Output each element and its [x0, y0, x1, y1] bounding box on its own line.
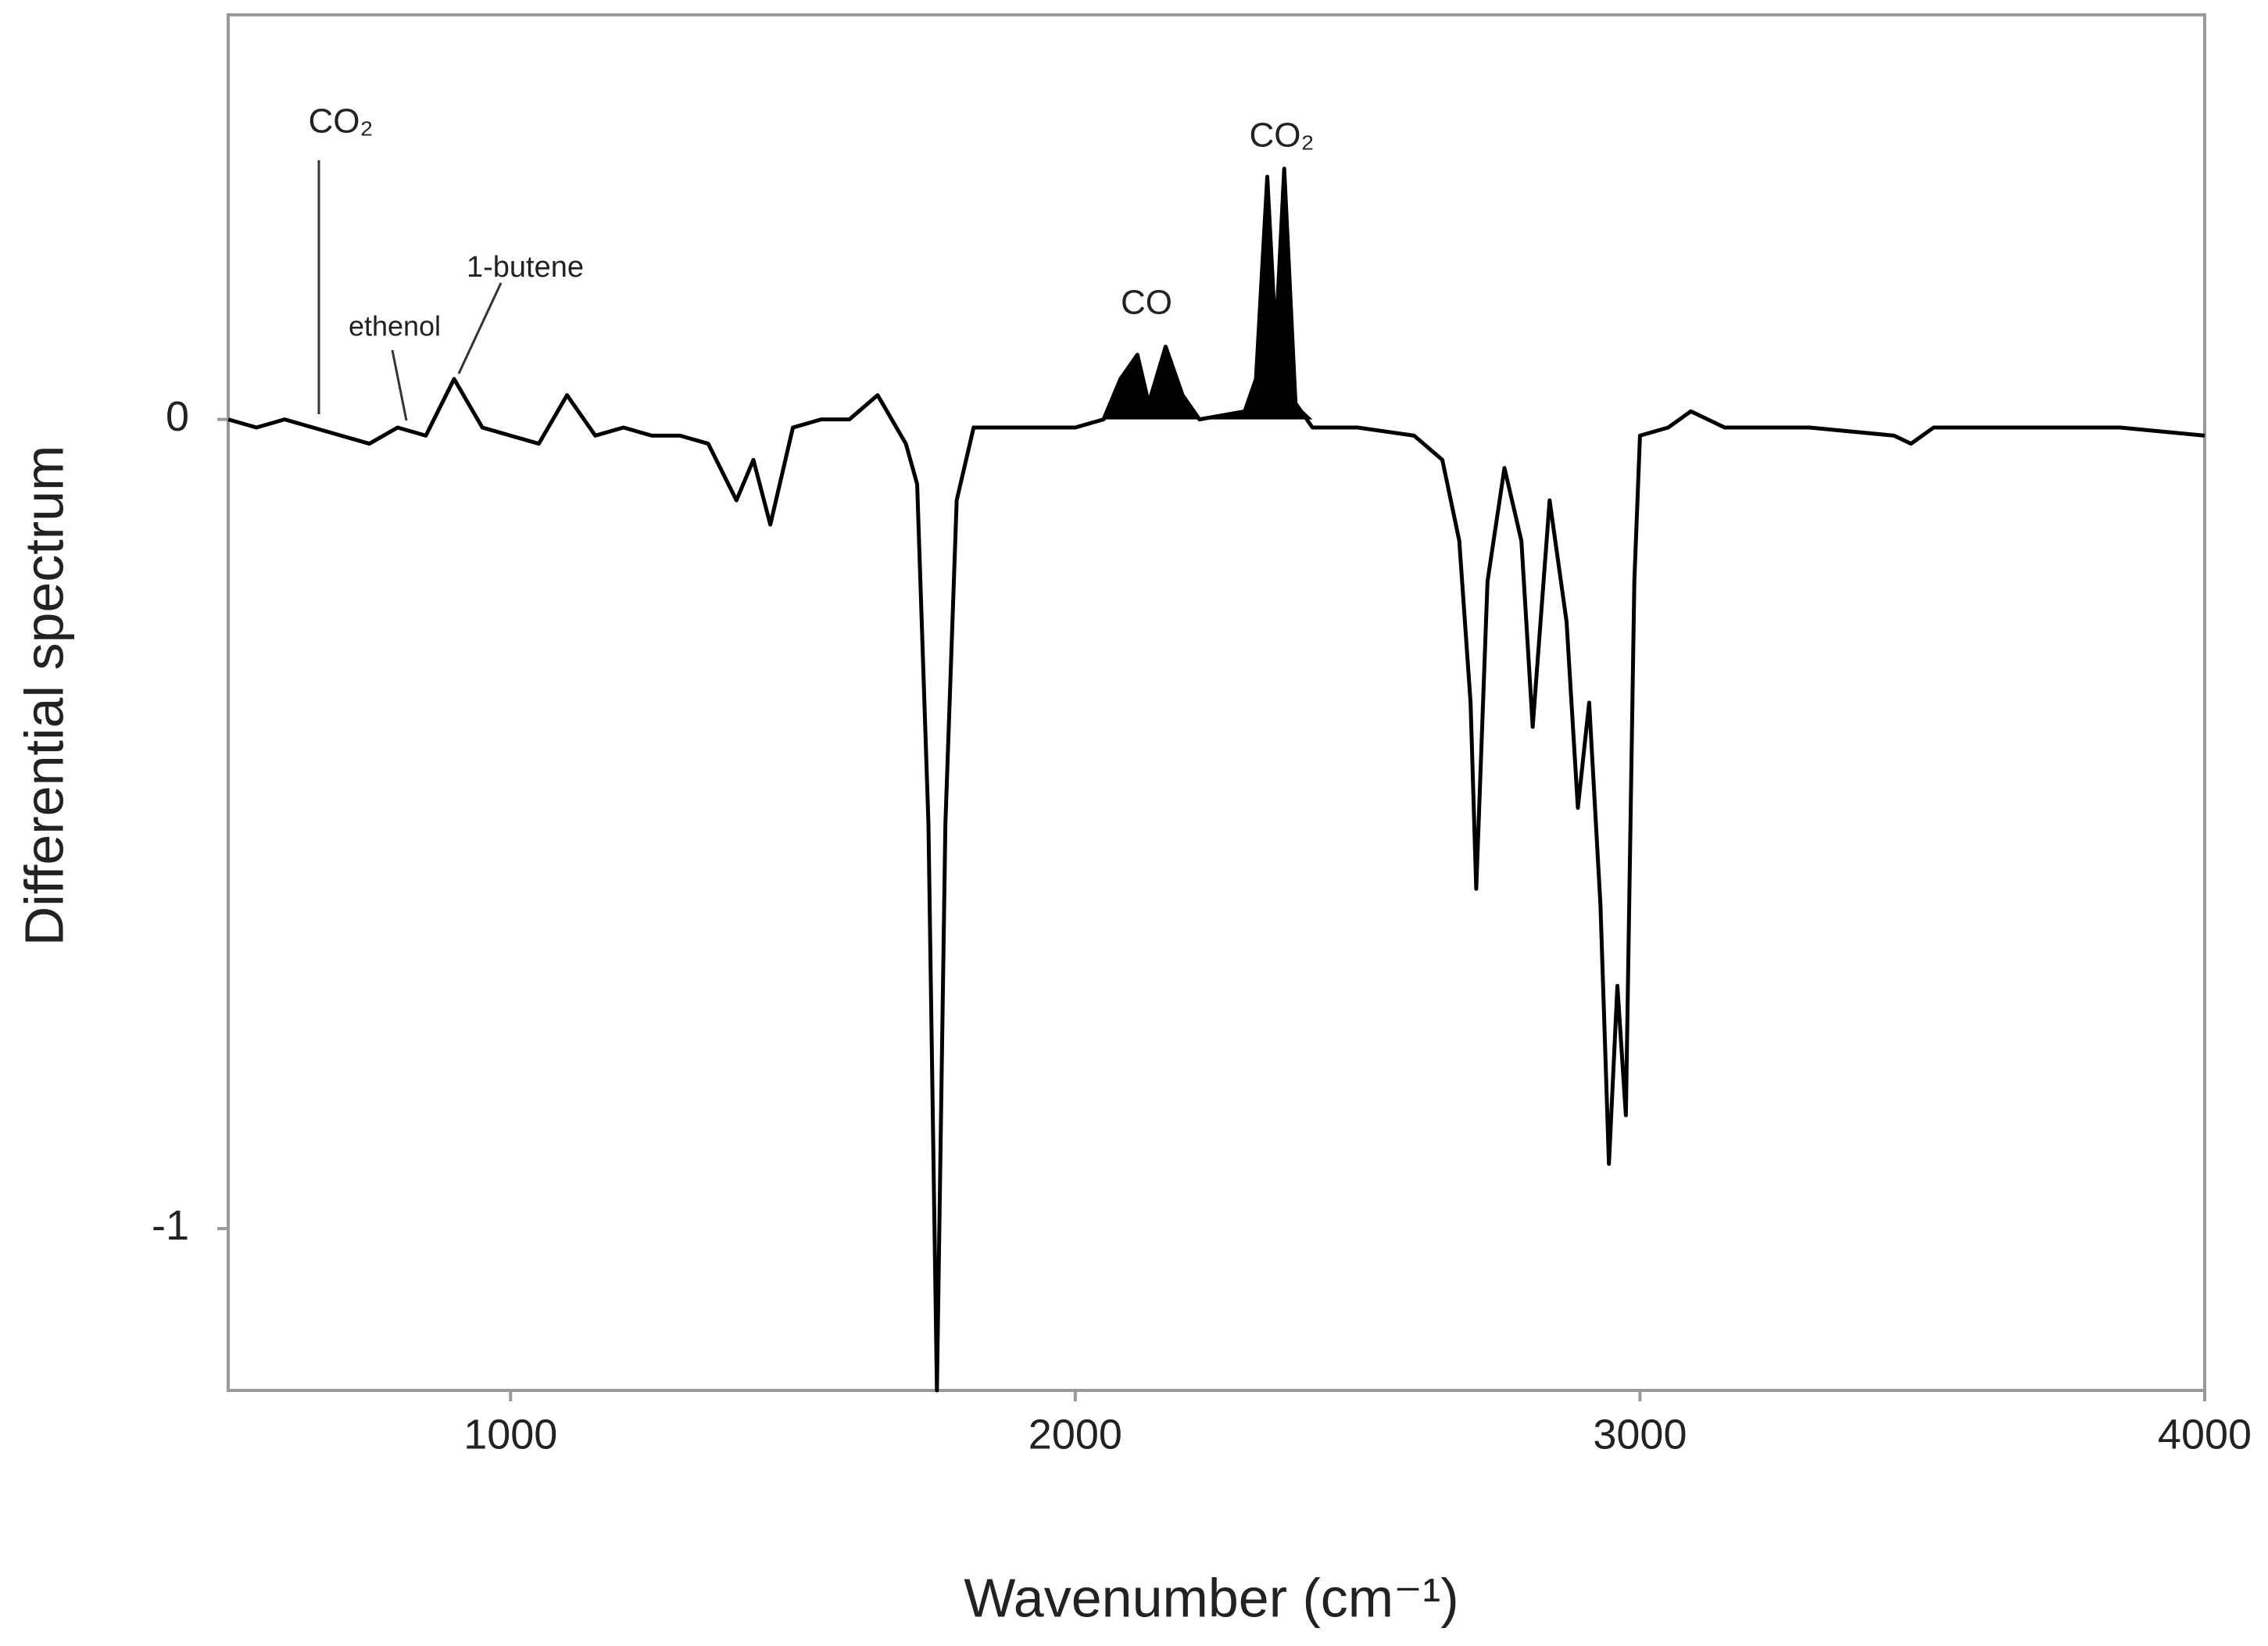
y-tick-label: -1	[152, 1202, 189, 1249]
spectrum-line	[227, 166, 2205, 1393]
y-axis-label: Differential spectrum	[13, 445, 74, 946]
x-axis-label: Wavenumber (cm⁻¹)	[964, 1567, 1458, 1628]
annotation-leader	[391, 349, 408, 421]
band-fill	[1103, 168, 1313, 420]
x-tick-label: 1000	[463, 1411, 557, 1458]
y-tick-label: 0	[166, 393, 189, 440]
annotation: CO	[1121, 284, 1172, 322]
annotation-leader	[457, 282, 503, 374]
x-tick-label: 3000	[1593, 1411, 1687, 1458]
annotation: CO₂	[308, 102, 373, 141]
x-tick-label: 2000	[1028, 1411, 1122, 1458]
annotation: 1-butene	[467, 251, 584, 284]
x-tick-label: 4000	[2158, 1411, 2252, 1458]
annotation: ethenol	[349, 310, 441, 342]
annotation: CO₂	[1249, 116, 1314, 155]
plot-frame	[227, 13, 2206, 1392]
